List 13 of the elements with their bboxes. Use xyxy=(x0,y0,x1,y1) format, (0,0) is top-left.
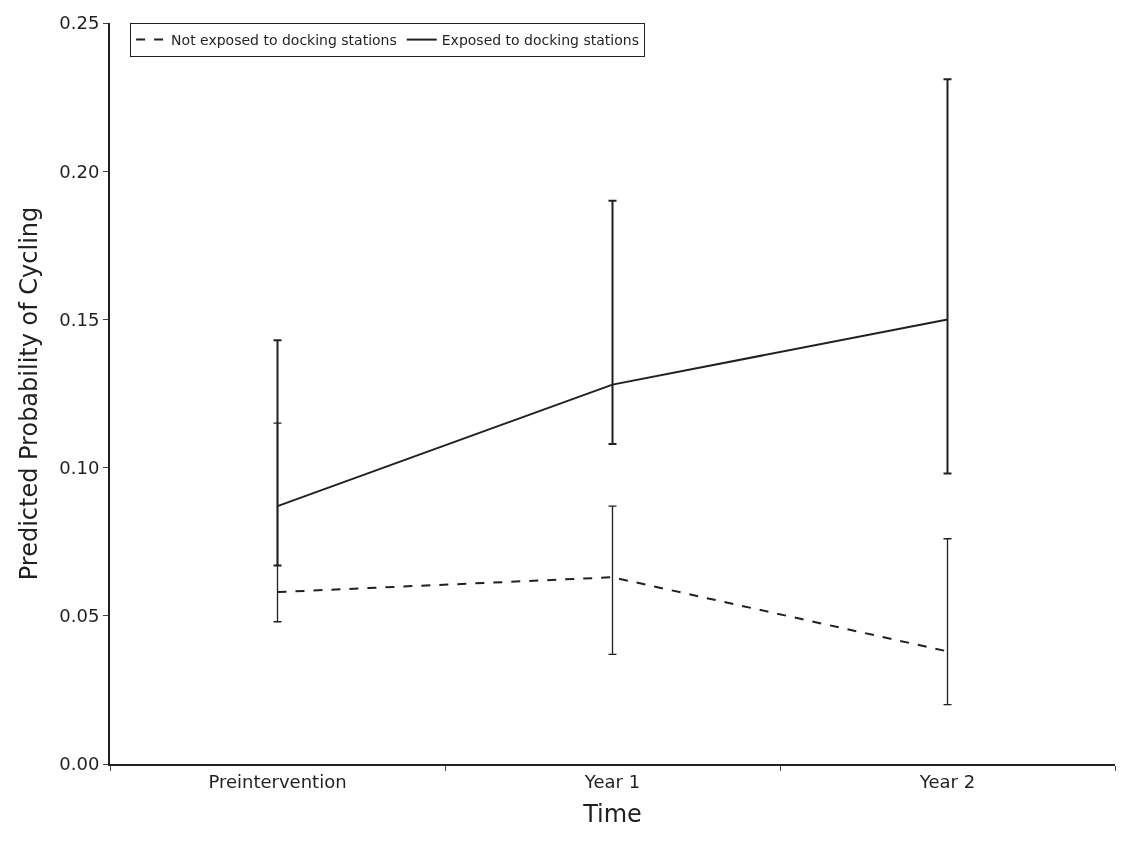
y-tick-label: 0.05 xyxy=(59,605,100,627)
y-tick-label: 0.20 xyxy=(59,160,100,182)
y-axis-title: Predicted Probability of Cycling xyxy=(14,206,43,581)
y-tick-label: 0.10 xyxy=(59,456,100,478)
x-axis-title: Time xyxy=(582,800,642,829)
x-tick-label: Year 1 xyxy=(583,770,641,792)
x-tick-label: Year 2 xyxy=(918,770,976,792)
y-tick-label: 0.25 xyxy=(59,12,100,34)
x-tick-label: Preintervention xyxy=(208,770,347,792)
legend-label: Exposed to docking stations xyxy=(441,32,639,49)
legend-label: Not exposed to docking stations xyxy=(171,32,397,49)
y-tick-label: 0.15 xyxy=(59,308,100,330)
y-tick-label: 0.00 xyxy=(59,753,100,775)
